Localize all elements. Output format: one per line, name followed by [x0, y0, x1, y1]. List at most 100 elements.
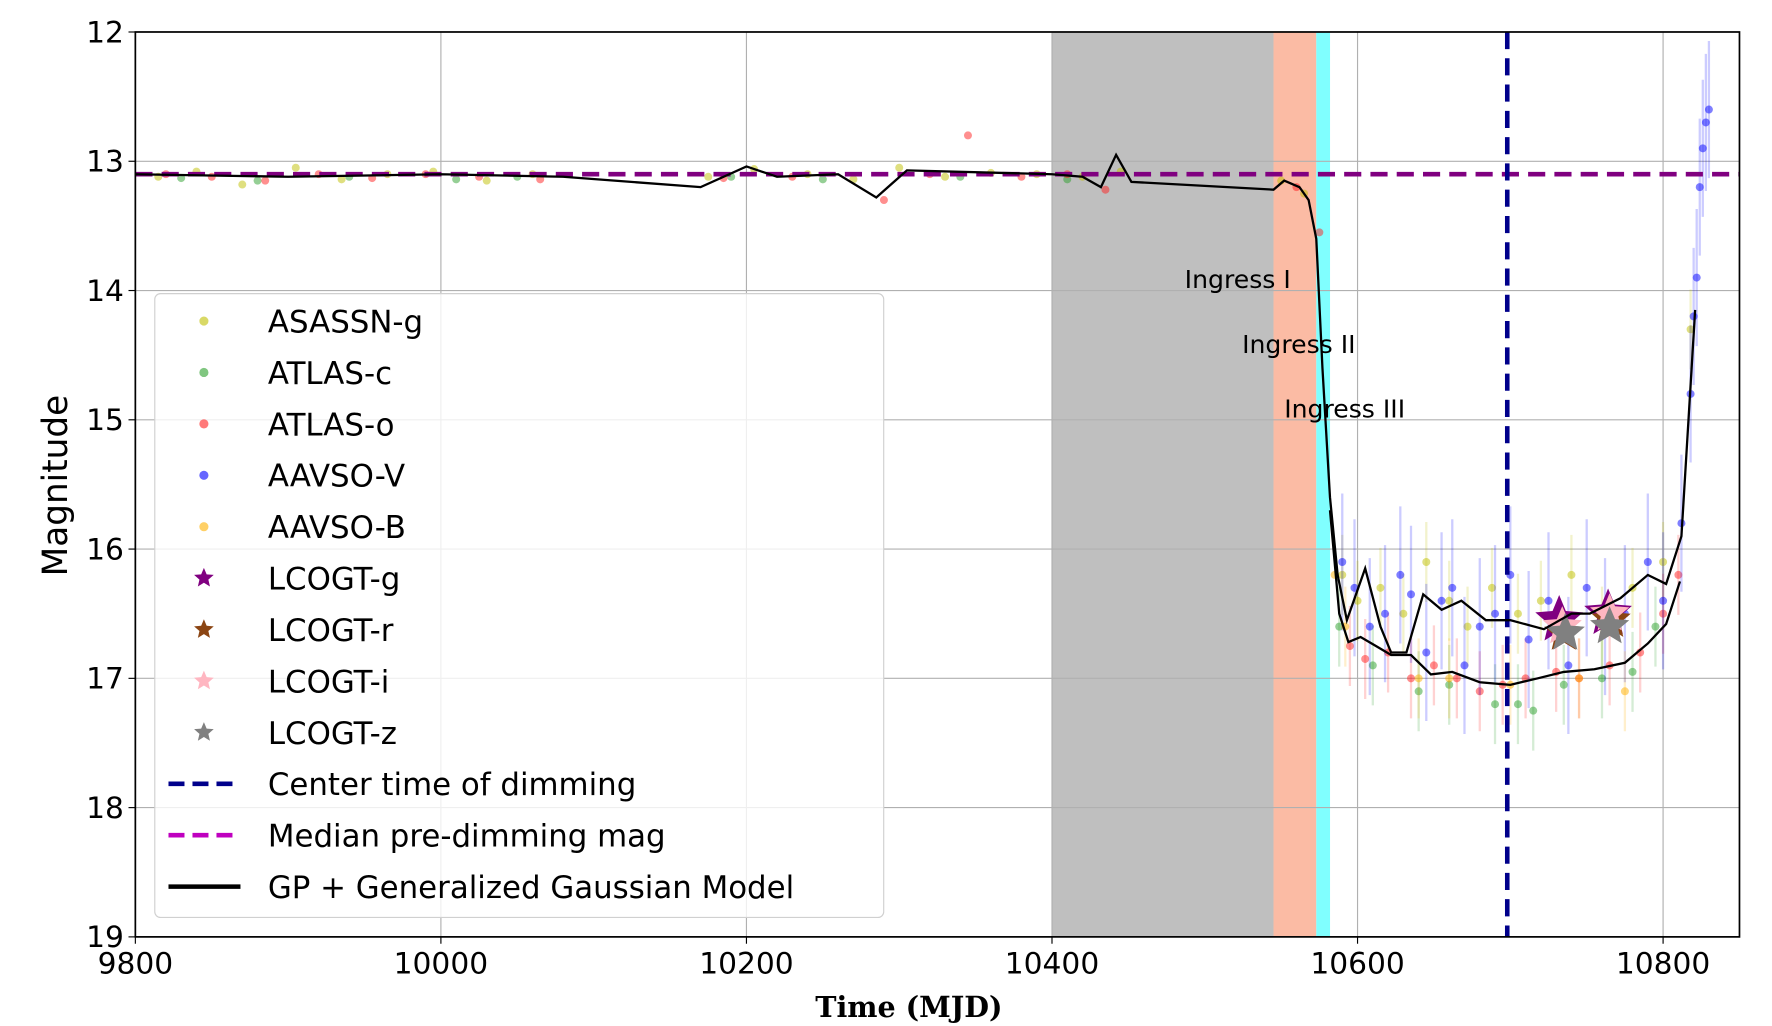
- data-point: [1335, 622, 1344, 631]
- legend-label: ATLAS-c: [268, 356, 392, 392]
- data-point: [1491, 609, 1500, 618]
- data-point: [1597, 674, 1606, 683]
- legend-marker-circle: [199, 316, 209, 326]
- y-tick-label: 16: [86, 532, 124, 567]
- data-point: [1448, 583, 1457, 592]
- legend-label: ASASSN-g: [268, 304, 423, 340]
- legend-entry: AAVSO-B: [199, 510, 406, 546]
- data-point: [1376, 583, 1385, 592]
- legend-entry: ASASSN-g: [199, 304, 423, 340]
- legend-label: ATLAS-o: [268, 407, 395, 443]
- legend-entry: ATLAS-o: [199, 407, 395, 443]
- data-point: [261, 176, 270, 185]
- x-tick-label: 9800: [98, 946, 174, 981]
- legend-label: AAVSO-B: [268, 510, 406, 546]
- y-tick-label: 18: [86, 791, 124, 826]
- x-axis-label: Time (MJD): [815, 990, 1002, 1024]
- annotation-ingress: Ingress III: [1284, 395, 1405, 424]
- data-point: [963, 131, 972, 140]
- legend-entry: LCOGT-i: [194, 664, 389, 700]
- data-point: [1686, 325, 1695, 334]
- data-point: [1396, 570, 1405, 579]
- y-tick-label: 17: [86, 662, 124, 697]
- data-point: [1582, 583, 1591, 592]
- legend-entry: LCOGT-z: [194, 716, 397, 752]
- legend-entry: ATLAS-c: [199, 356, 392, 392]
- model-curve: [135, 152, 1697, 654]
- legend-marker-circle: [199, 419, 209, 429]
- legend-marker-star: [194, 670, 214, 690]
- data-point: [1529, 706, 1538, 715]
- data-point: [1513, 700, 1522, 709]
- legend-marker-circle: [199, 367, 209, 378]
- data-point: [1381, 609, 1390, 618]
- data-point: [1315, 228, 1324, 237]
- data-point: [291, 163, 300, 172]
- data-point: [1491, 700, 1500, 709]
- data-point: [1628, 667, 1637, 676]
- data-point: [1338, 570, 1347, 579]
- legend-entry: Center time of dimming: [168, 767, 636, 803]
- data-points: [154, 41, 1713, 751]
- legend-label: Center time of dimming: [268, 767, 636, 803]
- y-tick-label: 13: [86, 145, 124, 180]
- legend: ASASSN-g ATLAS-c ATLAS-o AAVSO-V AAVSO-B LCOG…: [154, 293, 885, 919]
- data-point: [1659, 609, 1668, 618]
- y-tick-label: 14: [86, 274, 124, 309]
- legend-label: Median pre-dimming mag: [268, 819, 666, 855]
- data-point: [1422, 557, 1431, 566]
- shaded-region-0: [1051, 31, 1274, 937]
- data-point: [1575, 674, 1584, 683]
- y-tick-label: 19: [86, 920, 124, 955]
- data-point: [1524, 635, 1533, 644]
- data-point: [253, 176, 262, 185]
- data-point: [1704, 105, 1713, 114]
- data-point: [337, 175, 346, 184]
- data-point: [818, 175, 827, 184]
- data-point: [1659, 596, 1668, 605]
- y-tick-label: 12: [86, 15, 124, 50]
- x-tick-label: 10800: [1616, 946, 1710, 981]
- data-point: [879, 196, 888, 205]
- data-point: [1620, 687, 1629, 696]
- data-point: [1475, 687, 1484, 696]
- data-point: [1414, 674, 1423, 683]
- data-point: [1345, 642, 1354, 651]
- data-point: [1544, 596, 1553, 605]
- x-tick-label: 10400: [1005, 946, 1099, 981]
- data-point-star: [1545, 612, 1585, 650]
- data-point: [1399, 609, 1408, 618]
- data-point: [1368, 661, 1377, 670]
- legend-entry: Median pre-dimming mag: [168, 819, 666, 855]
- model-curve: [1328, 510, 1682, 686]
- series-lcogt-z: [1545, 606, 1630, 650]
- data-point: [1460, 661, 1469, 670]
- legend-entry: GP + Generalized Gaussian Model: [168, 870, 794, 906]
- data-point: [941, 172, 950, 181]
- data-point: [1567, 570, 1576, 579]
- data-point: [1445, 680, 1454, 689]
- data-point: [1674, 570, 1683, 579]
- shaded-region-1: [1273, 31, 1317, 937]
- data-point: [1437, 596, 1446, 605]
- legend-label: LCOGT-g: [268, 562, 400, 598]
- data-point: [1101, 185, 1110, 194]
- data-point: [1452, 674, 1461, 683]
- y-tick-label: 15: [86, 403, 124, 438]
- data-point: [1429, 661, 1438, 670]
- data-point: [1338, 557, 1347, 566]
- data-point-star: [1590, 606, 1630, 644]
- y-axis-label: Magnitude: [36, 395, 76, 577]
- data-point: [1463, 622, 1472, 631]
- data-point: [895, 163, 904, 172]
- data-point: [1475, 622, 1484, 631]
- legend-entry: AAVSO-V: [199, 459, 405, 495]
- annotation-ingress: Ingress I: [1185, 265, 1291, 294]
- plot-frame: [134, 31, 1741, 938]
- data-point: [1701, 118, 1710, 127]
- shaded-region-2: [1316, 31, 1331, 937]
- legend-label: GP + Generalized Gaussian Model: [268, 870, 794, 906]
- data-point: [1487, 583, 1496, 592]
- data-point: [1414, 687, 1423, 696]
